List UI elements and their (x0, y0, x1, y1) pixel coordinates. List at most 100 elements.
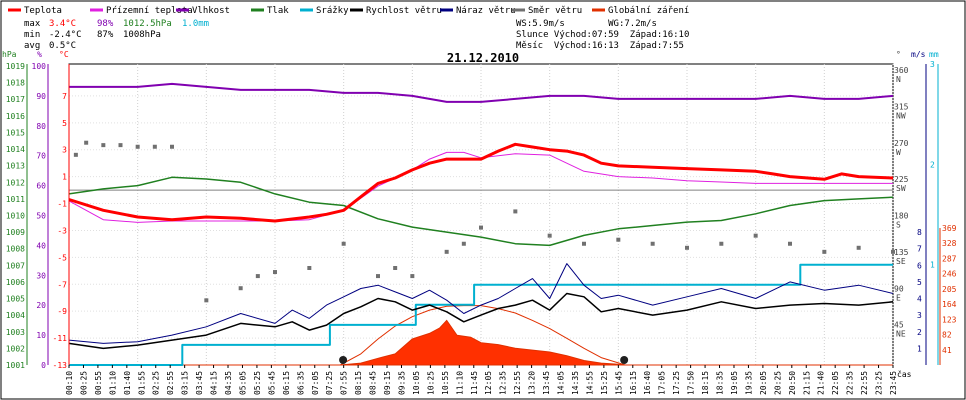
axis-temp-tick: -7 (57, 280, 67, 289)
x-tick-label: 04:35 (224, 371, 233, 395)
x-tick-label: 07:05 (311, 371, 320, 395)
x-tick-label: 23:45 (889, 371, 898, 395)
axis-hpa-tick: 1008 (6, 245, 25, 254)
axis-pct-tick: 80 (36, 122, 46, 131)
x-tick-label: 18:15 (701, 371, 710, 395)
wind-direction-point (461, 241, 466, 246)
legend-label: Globální záření (608, 6, 689, 16)
info-wind: WS:5.9m/s WG:7.2m/s (516, 19, 657, 29)
wind-direction-point (73, 152, 78, 157)
wind-direction-point (479, 225, 483, 230)
wind-direction-point (513, 209, 518, 214)
axis-temp-label: °C (59, 50, 69, 59)
legend-label: Pŕízemní teplota (106, 6, 193, 16)
axis-temp-tick: -5 (57, 253, 67, 262)
series-wind-gust (68, 263, 894, 344)
x-tick-label: 11:45 (470, 371, 479, 395)
stats-max-press: 1012.5hPa (123, 19, 172, 29)
axis-pct-tick: 10 (36, 331, 46, 340)
axis-temp-tick: -1 (57, 200, 67, 209)
x-tick-label: 20:25 (773, 371, 782, 395)
stats-min-hum: 87% (97, 30, 114, 40)
axis-mm-tick: 2 (930, 160, 935, 169)
wind-direction-point (788, 241, 792, 246)
info-moon: Měsíc Východ:16:13 Západ:7:55 (516, 41, 684, 51)
axis-dir-tick: 180 (894, 212, 909, 221)
x-tick-label: 03:45 (195, 371, 204, 395)
x-tick-label: 14:05 (557, 371, 566, 395)
axis-rad-tick: 246 (942, 270, 957, 279)
x-tick-label: 06:35 (296, 371, 305, 395)
x-tick-label: 10:05 (412, 371, 421, 395)
axes: hPa1001100210031004100510061007100810091… (2, 50, 957, 395)
axis-rad-tick: 205 (942, 285, 957, 294)
axis-dir-tick: 225 (894, 175, 909, 184)
x-tick-label: 01:40 (123, 371, 132, 395)
x-tick-label: 19:35 (744, 371, 753, 395)
axis-hpa-tick: 1006 (6, 278, 25, 287)
wind-direction-point (307, 266, 312, 270)
x-tick-label: 13:20 (528, 371, 537, 395)
x-tick-label: 08:15 (354, 371, 363, 395)
series-ground-temperature (68, 151, 893, 223)
x-tick-label: 16:15 (629, 371, 638, 395)
x-tick-label: 17:25 (672, 371, 681, 395)
x-tick-label: 15:45 (614, 371, 623, 395)
x-tick-label: 07:55 (340, 371, 349, 395)
axis-dir-label: ° (896, 50, 901, 59)
stats-min-press: 1008hPa (123, 30, 161, 40)
wind-direction-point (273, 270, 277, 275)
axis-hpa-tick: 1018 (6, 79, 25, 88)
axis-mm-tick: 1 (930, 261, 935, 270)
wind-direction-point (444, 249, 449, 254)
axis-temp-tick: 3 (62, 146, 67, 155)
x-tick-label: 20:50 (788, 371, 797, 395)
axis-pct-tick: 0 (41, 361, 46, 370)
stats-max-hum: 98% (97, 19, 114, 29)
legend-label: Směr větru (528, 6, 582, 16)
axis-rad-tick: 328 (942, 239, 957, 248)
x-tick-label: 12:55 (513, 371, 522, 395)
x-tick-label: 01:55 (137, 371, 146, 395)
axis-dir-name: SE (896, 257, 906, 266)
axis-pct-tick: 30 (36, 271, 46, 280)
wind-direction-point (238, 286, 243, 291)
axis-dir-name: NE (896, 330, 906, 339)
legend-label: Náraz větru (456, 6, 516, 16)
wind-direction-point (204, 298, 209, 303)
axis-dir-tick: 135 (894, 248, 909, 257)
axis-hpa-tick: 1002 (6, 344, 25, 353)
axis-ms-label: m/s (911, 50, 926, 59)
sun-event-marker (339, 356, 348, 364)
legend-label: Tlak (267, 6, 289, 16)
axis-hpa-tick: 1010 (6, 212, 25, 221)
axis-ms-tick: 8 (917, 228, 922, 237)
wind-direction-point (856, 245, 861, 250)
axis-hpa-tick: 1015 (6, 128, 25, 137)
axis-temp-tick: 7 (62, 92, 67, 101)
legend: Teplota Pŕízemní teplota Vlhkost Tlak Srážky… (8, 6, 689, 16)
x-tick-label: 06:15 (282, 371, 291, 395)
wind-direction-point (891, 249, 895, 254)
x-tick-label: 10:25 (426, 371, 435, 395)
axis-hpa-tick: 1004 (6, 311, 25, 320)
axis-dir-name: E (896, 293, 901, 302)
series-pressure (68, 176, 894, 247)
wind-direction-point (376, 274, 380, 279)
axis-pct-label: % (37, 50, 42, 59)
wind-direction-point (582, 241, 586, 246)
x-tick-label: 16:40 (643, 371, 652, 395)
x-tick-label: 11:10 (455, 371, 464, 395)
axis-pct-tick: 20 (36, 301, 46, 310)
wind-direction-point (685, 245, 689, 250)
x-tick-label: 22:55 (860, 371, 869, 395)
stats-min-label: min (24, 30, 40, 40)
x-tick-label: 09:15 (383, 371, 392, 395)
x-tick-label: 08:45 (369, 371, 378, 395)
sun-event-marker (620, 356, 629, 364)
x-tick-label: 17:50 (687, 371, 696, 395)
series-humidity (69, 82, 894, 103)
legend-label: Vlhkost (192, 6, 230, 16)
wind-direction-point (719, 241, 724, 246)
